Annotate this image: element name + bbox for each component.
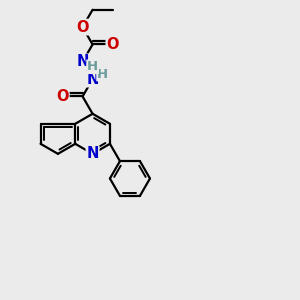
Text: N: N — [76, 54, 89, 69]
Text: O: O — [76, 20, 89, 34]
Text: O: O — [106, 37, 119, 52]
Text: N: N — [86, 72, 99, 87]
Text: H: H — [87, 60, 98, 73]
Text: O: O — [56, 89, 69, 104]
Text: H: H — [97, 68, 108, 81]
Text: N: N — [86, 146, 99, 161]
